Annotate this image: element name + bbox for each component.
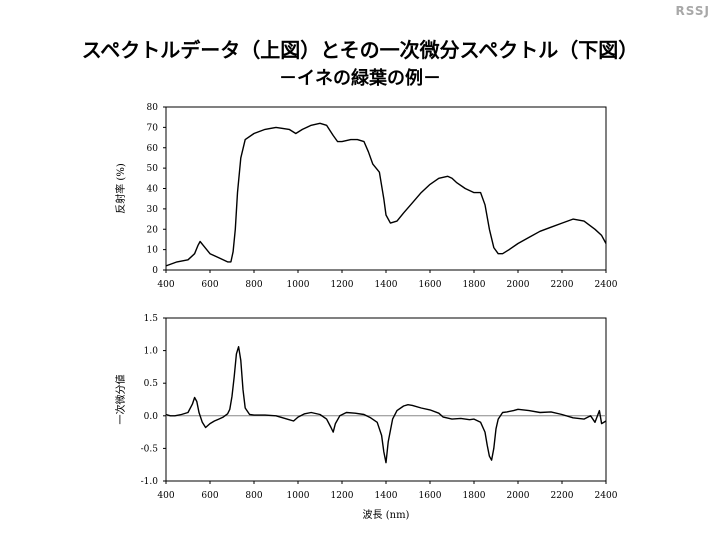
reflectance-x-tick-label: 600 bbox=[201, 280, 218, 290]
derivative-y-tick-label: -1.0 bbox=[141, 477, 159, 487]
derivative-x-tick-label: 1000 bbox=[287, 491, 310, 501]
derivative-x-tick-label: 2000 bbox=[507, 491, 530, 501]
derivative-x-tick-label: 1600 bbox=[419, 491, 442, 501]
derivative-x-tick-label: 600 bbox=[201, 491, 218, 501]
derivative-x-axis-label: 波長 (nm) bbox=[363, 508, 410, 521]
reflectance-y-tick-label: 20 bbox=[147, 225, 159, 235]
reflectance-x-tick-label: 1400 bbox=[375, 280, 398, 290]
derivative-x-tick-label: 1200 bbox=[331, 491, 354, 501]
derivative-y-axis-label: 一次微分値 bbox=[114, 375, 127, 425]
reflectance-x-tick-label: 1800 bbox=[463, 280, 486, 290]
reflectance-x-tick-label: 2400 bbox=[595, 280, 618, 290]
brand-logo-text: RSSJ bbox=[675, 4, 710, 18]
reflectance-y-tick-label: 50 bbox=[147, 164, 159, 174]
derivative-x-tick-label: 2400 bbox=[595, 491, 618, 501]
derivative-y-tick-label: -0.5 bbox=[141, 444, 159, 454]
derivative-x-tick-label: 800 bbox=[245, 491, 262, 501]
derivative-series-line bbox=[165, 346, 607, 464]
derivative-x-tick-label: 2200 bbox=[551, 491, 574, 501]
reflectance-x-tick-label: 1200 bbox=[331, 280, 354, 290]
reflectance-series-line bbox=[165, 122, 607, 267]
reflectance-y-tick-label: 30 bbox=[147, 205, 159, 215]
reflectance-x-tick-label: 1600 bbox=[419, 280, 442, 290]
derivative-y-tick-label: 0.5 bbox=[144, 379, 159, 389]
derivative-y-tick-label: 0.0 bbox=[144, 412, 159, 422]
reflectance-x-tick-label: 400 bbox=[157, 280, 174, 290]
reflectance-y-axis-label: 反射率 (%) bbox=[114, 163, 127, 214]
reflectance-y-tick-label: 0 bbox=[152, 266, 158, 276]
reflectance-x-tick-label: 800 bbox=[245, 280, 262, 290]
reflectance-x-tick-label: 2000 bbox=[507, 280, 530, 290]
derivative-x-tick-label: 1800 bbox=[463, 491, 486, 501]
derivative-y-tick-label: 1.5 bbox=[144, 314, 159, 324]
reflectance-y-tick-label: 60 bbox=[147, 144, 159, 154]
reflectance-x-tick-label: 1000 bbox=[287, 280, 310, 290]
page-title: スペクトルデータ（上図）とその一次微分スペクトル（下図） bbox=[81, 38, 639, 62]
reflectance-x-tick-label: 2200 bbox=[551, 280, 574, 290]
derivative-y-tick-label: 1.0 bbox=[144, 347, 159, 357]
derivative-x-tick-label: 1400 bbox=[375, 491, 398, 501]
reflectance-plot-frame bbox=[165, 106, 607, 271]
derivative-x-tick-label: 400 bbox=[157, 491, 174, 501]
reflectance-y-tick-label: 80 bbox=[147, 103, 159, 113]
reflectance-y-tick-label: 10 bbox=[147, 246, 159, 256]
reflectance-y-tick-label: 40 bbox=[147, 185, 159, 195]
reflectance-y-tick-label: 70 bbox=[147, 123, 159, 133]
page-subtitle: －イネの緑葉の例－ bbox=[279, 68, 441, 89]
